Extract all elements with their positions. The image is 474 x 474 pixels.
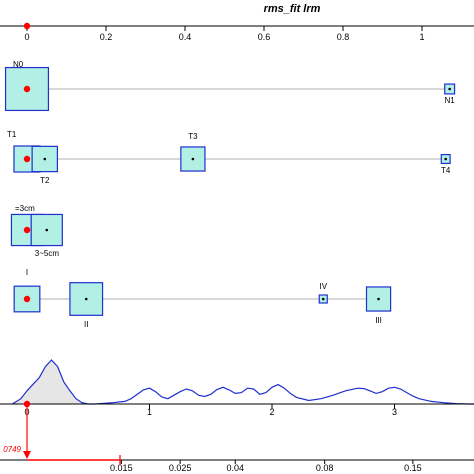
points-axis-tick-label: 0.4 xyxy=(179,32,192,42)
total-points-tick-label: 2 xyxy=(269,407,274,417)
level-point xyxy=(377,297,380,301)
level-point xyxy=(444,157,448,161)
points-axis-marker xyxy=(23,22,31,30)
density-curve xyxy=(11,359,474,405)
level-point xyxy=(43,157,47,161)
total-points-density xyxy=(11,359,474,405)
total-points-tick-label: 1 xyxy=(147,407,152,417)
level-label: N0 xyxy=(13,60,24,69)
points-axis: 0 0.2 0.4 0.6 0.8 1 xyxy=(0,22,474,42)
probability-tick-label: 0.015 xyxy=(110,463,133,473)
points-axis-tick-label: 0 xyxy=(24,32,29,42)
level-label: N1 xyxy=(445,96,456,105)
level-label: II xyxy=(84,320,88,329)
level-reference-point xyxy=(23,226,31,234)
level-label: IV xyxy=(319,282,327,291)
density-shaded-area xyxy=(12,360,89,404)
level-point xyxy=(191,157,195,161)
total-points-tick-label: 3 xyxy=(392,407,397,417)
selection-arrowhead xyxy=(23,451,31,459)
level-reference-point xyxy=(23,85,31,93)
selection-marker: 0749 xyxy=(3,404,121,465)
points-axis-tick-label: 0.6 xyxy=(258,32,271,42)
level-label: =3cm xyxy=(15,204,35,213)
probability-axis: 0.015 0.025 0.04 0.08 0.15 xyxy=(0,459,474,473)
level-point xyxy=(84,297,88,301)
level-point xyxy=(45,228,49,232)
level-label: 3~5cm xyxy=(35,249,60,258)
level-label: T1 xyxy=(7,130,17,139)
points-axis-tick-label: 0.2 xyxy=(100,32,113,42)
level-label: T4 xyxy=(441,166,451,175)
probability-tick-label: 0.025 xyxy=(169,463,192,473)
level-label: III xyxy=(375,316,382,325)
chart-title: rms_fit lrm xyxy=(264,3,321,15)
points-axis-tick-label: 0.8 xyxy=(337,32,350,42)
level-reference-point xyxy=(23,155,31,163)
level-point xyxy=(321,297,325,301)
level-label: T2 xyxy=(40,176,50,185)
probability-tick-label: 0.04 xyxy=(226,463,244,473)
level-label: I xyxy=(26,268,28,277)
selection-value-label: 0749 xyxy=(3,445,21,454)
probability-tick-label: 0.15 xyxy=(404,463,422,473)
points-axis-tick-label: 1 xyxy=(419,32,424,42)
probability-tick-label: 0.08 xyxy=(316,463,334,473)
level-reference-point xyxy=(23,295,31,303)
level-label: T3 xyxy=(188,132,198,141)
level-point xyxy=(448,87,451,91)
